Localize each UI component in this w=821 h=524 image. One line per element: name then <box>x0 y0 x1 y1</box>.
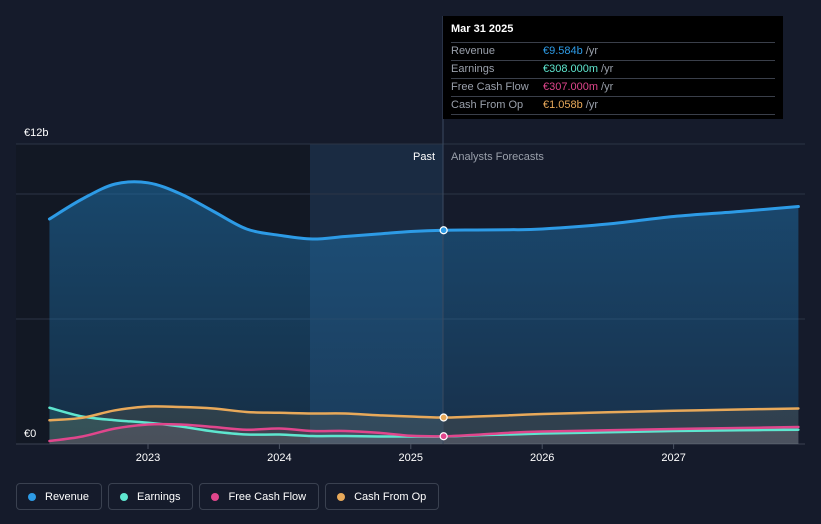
x-tick-label: 2024 <box>267 452 291 464</box>
legend-dot-icon <box>120 492 129 501</box>
line-cfo <box>48 405 800 422</box>
tooltip-row-unit: /yr <box>601 81 614 93</box>
legend-dot-icon <box>211 492 220 501</box>
tooltip-row-name: Revenue <box>451 45 496 57</box>
marker-cfo <box>439 413 448 422</box>
tooltip-row-value: €308.000m <box>543 63 599 75</box>
highlight-markers <box>439 226 448 441</box>
series-lines <box>47 180 800 443</box>
x-tick-label: 2023 <box>136 452 160 464</box>
tooltip-rows: Revenue €9.584b/yr Earnings €308.000m/yr Fre… <box>451 42 775 115</box>
x-tick-label: 2027 <box>661 452 685 464</box>
tooltip-row-unit: /yr <box>601 63 614 75</box>
y-axis-top-label: €12b <box>24 127 48 139</box>
area-revenue <box>49 181 799 444</box>
legend-label: Revenue <box>45 490 90 503</box>
marker-revenue <box>439 226 448 235</box>
legend-label: Earnings <box>137 490 181 503</box>
tooltip-row-value: €1.058b <box>543 99 583 111</box>
legend-item-earnings[interactable]: Earnings <box>108 483 194 510</box>
legend-dot-icon <box>28 492 36 501</box>
y-axis-bottom-label: €0 <box>24 428 36 440</box>
forecast-label: Analysts Forecasts <box>451 151 544 163</box>
legend-label: Free Cash Flow <box>228 490 307 503</box>
legend: Revenue Earnings Free Cash Flow Cash From O… <box>16 483 440 510</box>
x-axis-ticks: 2023 2024 2025 2026 2027 <box>136 444 686 464</box>
tooltip: Mar 31 2025 Revenue €9.584b/yr Earnings €30… <box>443 16 783 119</box>
area-fcf <box>49 424 799 444</box>
tooltip-row-name: Free Cash Flow <box>451 81 529 93</box>
legend-item-revenue[interactable]: Revenue <box>16 483 103 510</box>
tooltip-row-name: Cash From Op <box>451 99 524 111</box>
tooltip-row-value: €307.000m <box>543 81 599 93</box>
x-tick-label: 2025 <box>399 452 423 464</box>
tooltip-row: Revenue €9.584b/yr <box>451 42 775 60</box>
tooltip-row-name: Earnings <box>451 63 495 75</box>
tooltip-date: Mar 31 2025 <box>451 23 514 35</box>
legend-item-cash-from-op[interactable]: Cash From Op <box>325 483 440 510</box>
tooltip-row-unit: /yr <box>585 99 598 111</box>
past-label: Past <box>413 151 435 163</box>
marker-fcf <box>439 432 448 441</box>
legend-dot-icon <box>337 492 346 501</box>
legend-item-free-cash-flow[interactable]: Free Cash Flow <box>199 483 320 510</box>
tooltip-row: Cash From Op €1.058b/yr <box>451 96 775 115</box>
tooltip-row: Earnings €308.000m/yr <box>451 60 775 78</box>
line-fcf <box>48 422 800 443</box>
tooltip-row: Free Cash Flow €307.000m/yr <box>451 78 775 96</box>
legend-label: Cash From Op <box>354 490 427 503</box>
tooltip-row-value: €9.584b <box>543 45 583 57</box>
tooltip-row-unit: /yr <box>585 45 598 57</box>
line-revenue <box>47 180 800 241</box>
x-tick-label: 2026 <box>530 452 554 464</box>
series-areas <box>49 181 799 444</box>
